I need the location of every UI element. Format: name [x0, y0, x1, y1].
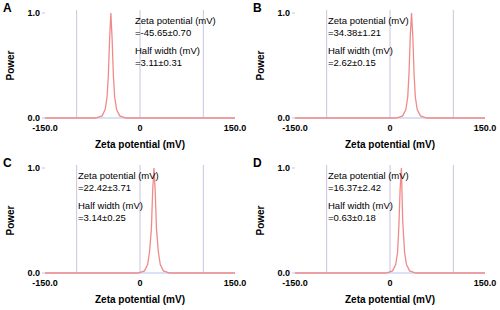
- grid-line: [453, 165, 454, 273]
- y-tick: [42, 168, 45, 169]
- annotation: Half width (mV): [135, 45, 200, 56]
- y-tick: [292, 273, 295, 274]
- panel: A Power Zeta potential (mV) -150.0 0 150.0 0.0…: [3, 1, 246, 150]
- y-tick-label: 1.0: [277, 8, 290, 18]
- plot-area: [295, 168, 485, 273]
- annotation: =16.37±2.42: [328, 182, 381, 193]
- y-axis-label: Power: [5, 50, 16, 80]
- grid-line: [390, 10, 391, 118]
- y-tick: [292, 13, 295, 14]
- panel: B Power Zeta potential (mV) -150.0 0 150.0 0.0…: [253, 1, 496, 150]
- annotation: Zeta potential (mV): [135, 15, 216, 26]
- x-tick-label: -150.0: [32, 278, 58, 288]
- y-axis-label: Power: [5, 205, 16, 235]
- grid-line: [203, 165, 204, 273]
- y-tick-label: 0.0: [27, 268, 40, 278]
- annotation: =3.14±0.25: [78, 212, 126, 223]
- x-axis-label: Zeta potential (mV): [345, 139, 435, 150]
- y-axis-label: Power: [255, 50, 266, 80]
- y-tick-label: 1.0: [27, 8, 40, 18]
- grid-line: [140, 165, 141, 273]
- grid-line: [203, 10, 204, 118]
- grid-line: [76, 10, 77, 118]
- y-tick: [292, 118, 295, 119]
- y-tick-label: 0.0: [27, 113, 40, 123]
- distribution-line: [295, 13, 485, 118]
- annotation: =34.38±1.21: [328, 27, 381, 38]
- distribution-line: [295, 168, 485, 273]
- annotation: =22.42±3.71: [78, 182, 131, 193]
- panel: D Power Zeta potential (mV) -150.0 0 150.0 0.0…: [253, 156, 496, 305]
- y-tick: [42, 273, 45, 274]
- annotation: =0.63±0.18: [328, 212, 376, 223]
- x-tick-label: 0: [387, 278, 392, 288]
- annotation: Half width (mV): [78, 200, 143, 211]
- plot-area: [45, 13, 235, 118]
- panel-label: C: [3, 156, 12, 170]
- y-tick-label: 0.0: [277, 268, 290, 278]
- y-tick: [42, 118, 45, 119]
- y-axis-label: Power: [255, 205, 266, 235]
- x-tick-label: -150.0: [282, 123, 308, 133]
- y-tick: [292, 168, 295, 169]
- annotation: Zeta potential (mV): [78, 170, 159, 181]
- y-tick-label: 0.0: [277, 113, 290, 123]
- y-tick-label: 1.0: [27, 163, 40, 173]
- x-axis-label: Zeta potential (mV): [345, 294, 435, 305]
- x-tick-label: 150.0: [224, 123, 247, 133]
- x-tick-label: 0: [137, 278, 142, 288]
- x-tick-label: 0: [387, 123, 392, 133]
- figure: A Power Zeta potential (mV) -150.0 0 150.0 0.0…: [0, 0, 500, 310]
- x-tick-label: 150.0: [474, 278, 497, 288]
- plot-area: [295, 13, 485, 118]
- x-axis-label: Zeta potential (mV): [95, 139, 185, 150]
- x-tick-label: 150.0: [224, 278, 247, 288]
- panel-label: A: [3, 1, 12, 15]
- grid-line: [453, 10, 454, 118]
- plot-area: [45, 168, 235, 273]
- x-axis-label: Zeta potential (mV): [95, 294, 185, 305]
- annotation: Half width (mV): [328, 200, 393, 211]
- annotation: =3.11±0.31: [135, 57, 182, 68]
- annotation: =2.62±0.15: [328, 57, 376, 68]
- x-tick-label: 150.0: [474, 123, 497, 133]
- x-tick-label: -150.0: [282, 278, 308, 288]
- annotation: Zeta potential (mV): [328, 170, 409, 181]
- grid-line: [390, 165, 391, 273]
- panel: C Power Zeta potential (mV) -150.0 0 150.0 0.0…: [3, 156, 246, 305]
- x-tick-label: -150.0: [32, 123, 58, 133]
- y-tick: [42, 13, 45, 14]
- annotation: =-45.65±0.70: [135, 27, 191, 38]
- x-tick-label: 0: [137, 123, 142, 133]
- distribution-line: [45, 168, 235, 273]
- y-tick-label: 1.0: [277, 163, 290, 173]
- annotation: Half width (mV): [328, 45, 393, 56]
- distribution-line: [45, 13, 235, 118]
- annotation: Zeta potential (mV): [328, 15, 409, 26]
- panel-label: D: [253, 156, 262, 170]
- panel-label: B: [253, 1, 262, 15]
